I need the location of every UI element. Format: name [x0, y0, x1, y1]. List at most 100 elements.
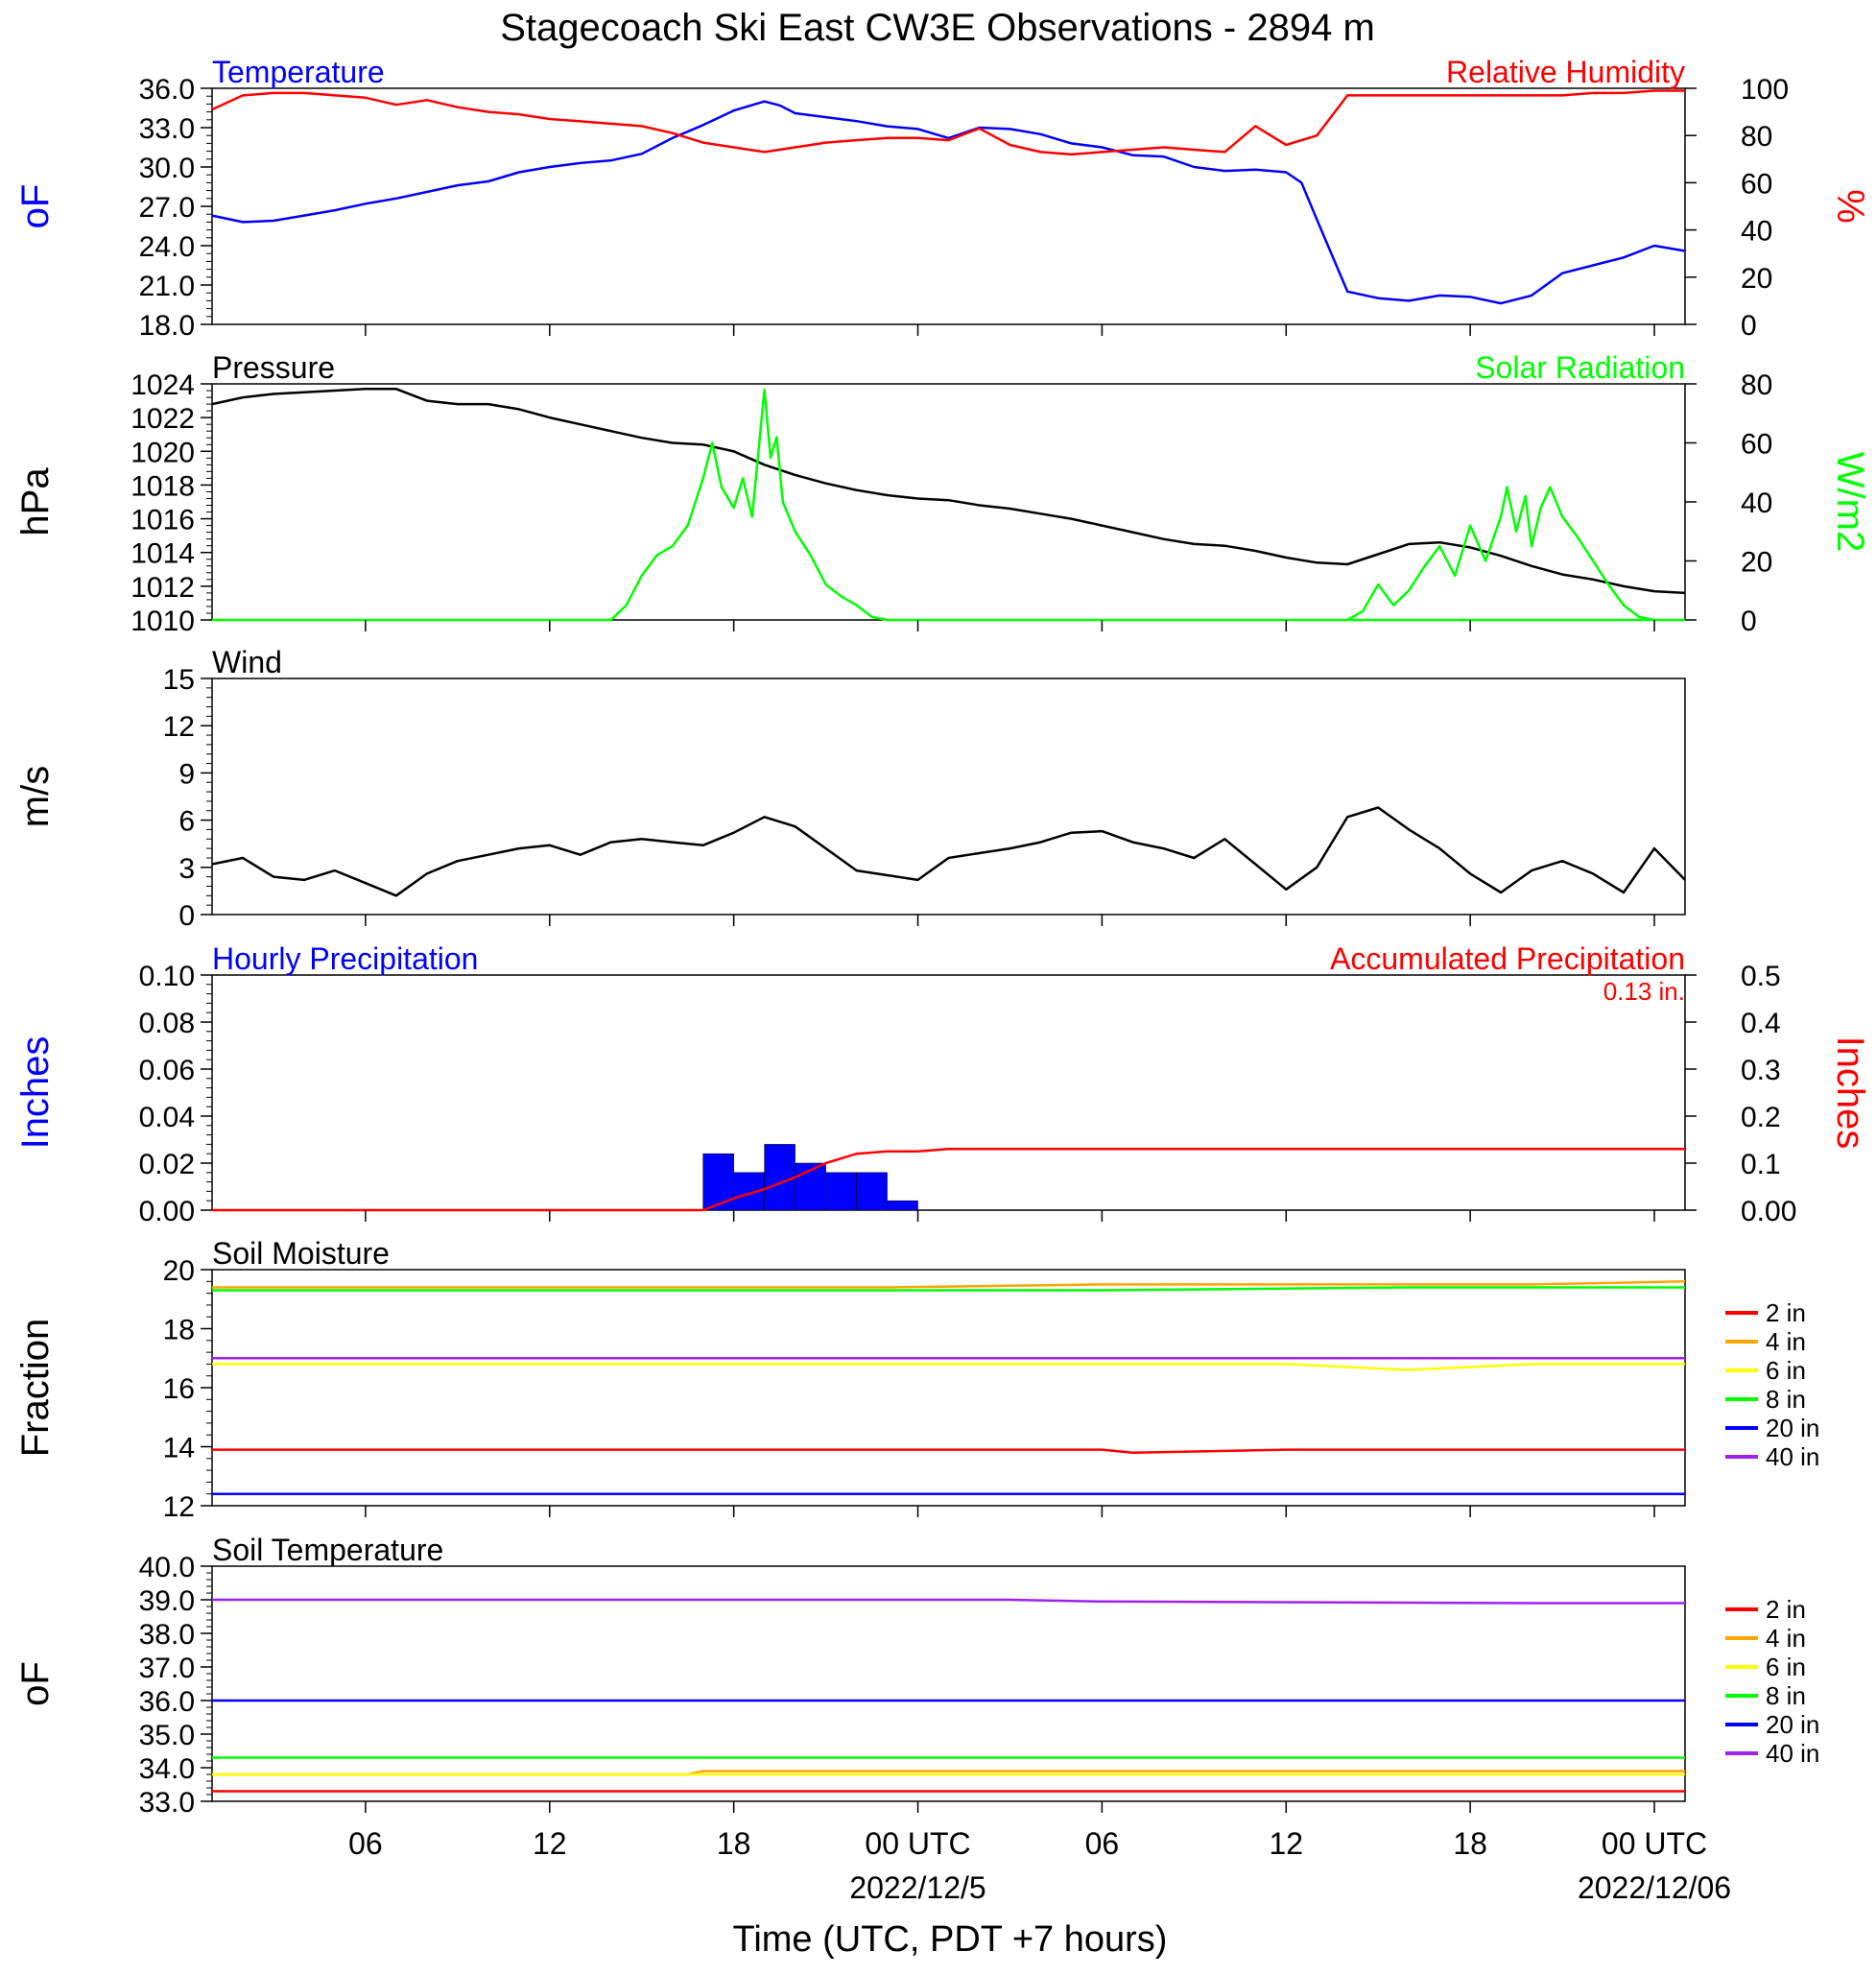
panel-title-left: Pressure	[212, 350, 335, 385]
left-tick-label: 0.02	[139, 1149, 195, 1180]
legend-label: 2 in	[1766, 1595, 1806, 1624]
x-tick-label: 18	[717, 1826, 751, 1861]
left-tick-label: 18	[163, 1315, 195, 1346]
y-axis-label-left: Inches	[14, 1036, 57, 1150]
series-temperature	[211, 100, 1686, 305]
left-tick-label: 36.0	[139, 1686, 195, 1718]
left-tick-label: 40.0	[139, 1552, 195, 1583]
left-tick-label: 20	[163, 1255, 195, 1287]
accumulated-total: 0.13 in.	[1603, 977, 1685, 1006]
panel-precip: 0.00 0.02 0.04 0.06 0.08 0.10 0.00 0.1 0.2 0.3 0.4…	[14, 941, 1871, 1227]
left-tick-label: 24.0	[139, 231, 195, 263]
right-tick-label: 0.5	[1741, 961, 1781, 992]
precip-bar	[856, 1172, 888, 1211]
x-axis-label: Time (UTC, PDT +7 hours)	[733, 1919, 1168, 1960]
legend-label: 40 in	[1766, 1442, 1819, 1471]
x-tick-label: 00 UTC	[1602, 1826, 1707, 1861]
legend-label: 20 in	[1766, 1710, 1819, 1739]
series-wind	[211, 806, 1686, 897]
left-tick-label: 1010	[131, 606, 195, 637]
right-tick-label: 0.2	[1741, 1102, 1781, 1133]
x-tick-label: 00 UTC	[865, 1826, 970, 1861]
y-axis-label-left: m/s	[14, 766, 57, 827]
panel-frame	[211, 678, 1686, 916]
x-tick-label: 06	[348, 1826, 383, 1861]
left-tick-label: 0.06	[139, 1055, 195, 1086]
right-tick-label: 20	[1741, 547, 1772, 579]
left-tick-label: 33.0	[139, 113, 195, 145]
precip-bar	[887, 1200, 918, 1211]
panel-title-left: Hourly Precipitation	[212, 941, 478, 976]
panel-title-left: Soil Temperature	[212, 1533, 443, 1567]
x-tick-label: 18	[1453, 1826, 1487, 1861]
left-tick-label: 1016	[131, 505, 195, 536]
right-tick-label: 80	[1741, 121, 1772, 153]
right-tick-label: 0.1	[1741, 1149, 1781, 1180]
legend-label: 6 in	[1766, 1653, 1806, 1681]
x-date-label: 2022/12/5	[849, 1870, 985, 1905]
y-axis-label-right: Inches	[1829, 1036, 1871, 1150]
figure-title: Stagecoach Ski East CW3E Observations - …	[500, 7, 1375, 49]
right-tick-label: 0	[1741, 310, 1757, 342]
left-tick-label: 30.0	[139, 153, 195, 184]
left-tick-label: 0.10	[139, 961, 195, 992]
left-tick-label: 39.0	[139, 1585, 195, 1617]
right-tick-label: 0	[1741, 606, 1757, 637]
series-40-in	[212, 1598, 1685, 1605]
x-axis: 06 12 18 00 UTC 2022/12/5 06 12 18 00 UTC 2022/12…	[348, 1826, 1731, 1905]
right-tick-label: 0.4	[1741, 1008, 1781, 1039]
left-tick-label: 34.0	[139, 1753, 195, 1785]
panel-title-right: Solar Radiation	[1475, 350, 1685, 385]
left-tick-label: 37.0	[139, 1653, 195, 1684]
series-relative-humidity	[211, 89, 1685, 156]
y-axis-label-left: hPa	[14, 467, 57, 536]
panel-soil_temperature: 33.034.035.036.037.038.039.040.0 Soil Tem…	[14, 1533, 1819, 1819]
left-tick-label: 0.08	[139, 1008, 195, 1039]
left-tick-label: 1022	[131, 403, 195, 435]
left-tick-label: 27.0	[139, 192, 195, 224]
left-tick-label: 6	[178, 806, 195, 838]
left-tick-label: 0.00	[139, 1196, 195, 1227]
legend-label: 2 in	[1766, 1298, 1806, 1327]
legend-label: 4 in	[1766, 1327, 1806, 1356]
panel-title-left: Wind	[212, 645, 282, 679]
left-tick-label: 38.0	[139, 1619, 195, 1651]
legend-label: 40 in	[1766, 1739, 1819, 1768]
legend-label: 20 in	[1766, 1414, 1819, 1442]
legend-label: 6 in	[1766, 1356, 1806, 1385]
panel-soil_moisture: 12 14 16 18 20 Soil Moisture Fraction 2 in4 in6…	[14, 1236, 1819, 1523]
panel-title-right: Relative Humidity	[1446, 55, 1685, 89]
left-tick-label: 0	[178, 900, 195, 932]
left-tick-label: 0.04	[139, 1102, 195, 1133]
panel-wind: 0 3 6 9 12 15 Wind m/s	[14, 645, 1686, 932]
right-tick-label: 80	[1741, 369, 1772, 401]
x-tick-label: 12	[1269, 1826, 1303, 1861]
panel-frame	[211, 1565, 1686, 1802]
series-4-in	[212, 1280, 1686, 1289]
x-tick-label: 06	[1085, 1826, 1120, 1861]
left-tick-label: 14	[163, 1433, 195, 1464]
right-tick-label: 20	[1741, 263, 1772, 295]
panel-title-left: Soil Moisture	[212, 1236, 390, 1271]
right-tick-label: 40	[1741, 488, 1772, 519]
right-tick-label: 0.00	[1741, 1196, 1796, 1227]
right-tick-label: 60	[1741, 168, 1772, 200]
y-axis-label-right: %	[1829, 189, 1871, 224]
left-tick-label: 35.0	[139, 1720, 195, 1751]
left-tick-label: 12	[163, 1491, 195, 1523]
x-tick-label: 12	[533, 1826, 567, 1861]
precip-bar	[702, 1153, 734, 1211]
series-pressure	[211, 388, 1686, 595]
panel-title-right: Accumulated Precipitation	[1330, 941, 1685, 976]
right-tick-label: 40	[1741, 216, 1772, 248]
panels: 18.021.024.027.030.033.036.0020406080100…	[14, 55, 1871, 1819]
series-6-in	[212, 1363, 1685, 1371]
y-axis-label-left: oF	[14, 1661, 57, 1706]
left-tick-label: 36.0	[139, 74, 195, 106]
left-tick-label: 1014	[131, 538, 195, 570]
right-tick-label: 0.3	[1741, 1055, 1781, 1086]
left-tick-label: 16	[163, 1373, 195, 1405]
precip-bar	[825, 1172, 857, 1211]
panel-title-left: Temperature	[212, 55, 385, 89]
